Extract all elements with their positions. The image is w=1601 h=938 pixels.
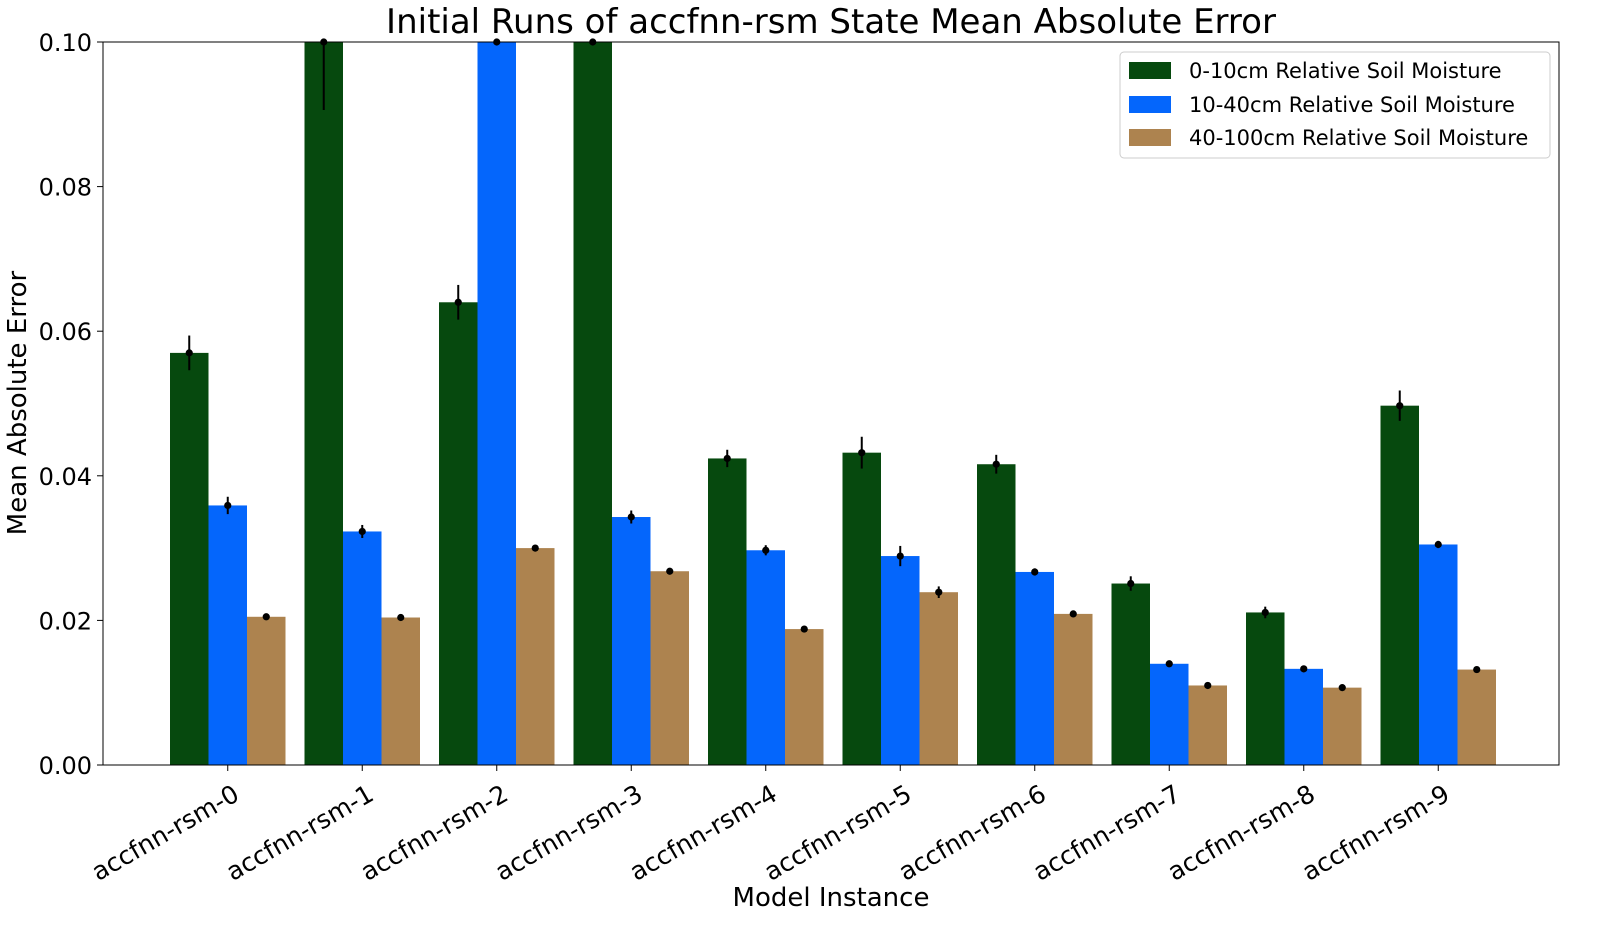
mean-marker-40-100cm-accfnn-rsm-7: [1204, 681, 1212, 690]
bar-40-100cm-accfnn-rsm-1: [381, 617, 420, 765]
legend-label-10-40cm: 10-40cm Relative Soil Moisture: [1189, 93, 1515, 117]
mean-marker-40-100cm-accfnn-rsm-2: [531, 544, 539, 552]
bar-10-40cm-accfnn-rsm-4: [746, 550, 785, 765]
y-axis-label: Mean Absolute Error: [3, 271, 33, 536]
bar-0-10cm-accfnn-rsm-7: [1111, 583, 1150, 765]
mean-marker-0-10cm-accfnn-rsm-2: [454, 298, 462, 306]
mean-marker-10-40cm-accfnn-rsm-4: [762, 546, 770, 554]
mean-marker-10-40cm-accfnn-rsm-0: [224, 501, 232, 510]
bar-0-10cm-accfnn-rsm-9: [1380, 405, 1419, 765]
mean-marker-0-10cm-accfnn-rsm-7: [1127, 579, 1135, 588]
bar-40-100cm-accfnn-rsm-7: [1188, 685, 1227, 765]
y-tick-label: 0.10: [39, 29, 92, 57]
mean-marker-10-40cm-accfnn-rsm-8: [1300, 665, 1308, 673]
bar-0-10cm-accfnn-rsm-2: [439, 302, 478, 765]
mean-marker-0-10cm-accfnn-rsm-9: [1396, 402, 1404, 410]
x-tick-label: accfnn-rsm-8: [1163, 779, 1320, 887]
bar-0-10cm-accfnn-rsm-0: [170, 352, 209, 765]
legend: 0-10cm Relative Soil Moisture 10-40cm Re…: [1119, 51, 1551, 159]
bar-40-100cm-accfnn-rsm-6: [1054, 613, 1093, 765]
x-axis: accfnn-rsm-0accfnn-rsm-1accfnn-rsm-2accf…: [87, 765, 1454, 887]
bar-40-100cm-accfnn-rsm-8: [1323, 687, 1362, 765]
legend-swatch-10-40cm: [1129, 96, 1171, 113]
mean-marker-40-100cm-accfnn-rsm-8: [1338, 684, 1346, 692]
mean-marker-40-100cm-accfnn-rsm-9: [1473, 665, 1481, 674]
bar-10-40cm-accfnn-rsm-5: [881, 556, 920, 765]
bar-0-10cm-accfnn-rsm-6: [977, 464, 1016, 765]
mean-marker-10-40cm-accfnn-rsm-9: [1434, 540, 1442, 549]
x-tick-label: accfnn-rsm-1: [221, 779, 378, 887]
legend-label-40-100cm: 40-100cm Relative Soil Moisture: [1189, 126, 1528, 150]
bar-10-40cm-accfnn-rsm-6: [1015, 571, 1054, 765]
mean-marker-40-100cm-accfnn-rsm-1: [397, 613, 405, 622]
legend-box: [1119, 51, 1551, 159]
bar-40-100cm-accfnn-rsm-3: [650, 571, 689, 765]
plot-frame: [102, 41, 1560, 766]
bar-40-100cm-accfnn-rsm-9: [1457, 669, 1496, 765]
bar-40-100cm-accfnn-rsm-5: [919, 592, 958, 765]
y-tick-label: 0.02: [39, 607, 92, 635]
legend-label-0-10cm: 0-10cm Relative Soil Moisture: [1189, 59, 1502, 83]
bar-10-40cm-accfnn-rsm-1: [343, 531, 382, 765]
bar-40-100cm-accfnn-rsm-4: [785, 629, 824, 765]
mean-marker-40-100cm-accfnn-rsm-5: [935, 588, 943, 596]
legend-swatch-0-10cm: [1129, 62, 1171, 79]
mean-marker-0-10cm-accfnn-rsm-4: [723, 454, 731, 463]
mean-marker-40-100cm-accfnn-rsm-3: [666, 567, 674, 575]
y-axis: 0.00 0.02 0.04 0.06 0.08 0.10: [39, 29, 103, 780]
bar-10-40cm-accfnn-rsm-7: [1150, 663, 1189, 765]
bar-40-100cm-accfnn-rsm-2: [516, 548, 555, 765]
bar-0-10cm-accfnn-rsm-4: [708, 458, 747, 765]
error-bars-layer: [185, 38, 1481, 692]
bar-10-40cm-accfnn-rsm-9: [1419, 544, 1458, 765]
bar-0-10cm-accfnn-rsm-8: [1246, 612, 1285, 765]
mean-marker-10-40cm-accfnn-rsm-3: [627, 513, 635, 521]
bar-0-10cm-accfnn-rsm-3: [573, 42, 612, 765]
x-axis-label: Model Instance: [733, 883, 930, 913]
bar-10-40cm-accfnn-rsm-3: [612, 517, 651, 765]
bar-10-40cm-accfnn-rsm-0: [208, 505, 247, 765]
mean-marker-0-10cm-accfnn-rsm-5: [858, 449, 866, 457]
chart-title: Initial Runs of accfnn-rsm State Mean Ab…: [386, 2, 1276, 42]
x-tick-label: accfnn-rsm-4: [625, 779, 782, 887]
bar-0-10cm-accfnn-rsm-5: [842, 452, 881, 765]
mean-marker-0-10cm-accfnn-rsm-8: [1261, 608, 1269, 617]
x-tick-label: accfnn-rsm-9: [1297, 779, 1454, 887]
x-tick-label: accfnn-rsm-6: [894, 779, 1051, 887]
y-tick-label: 0.04: [39, 463, 92, 491]
mean-marker-40-100cm-accfnn-rsm-0: [262, 613, 270, 621]
mean-marker-10-40cm-accfnn-rsm-1: [358, 527, 366, 536]
mean-marker-0-10cm-accfnn-rsm-6: [992, 460, 1000, 468]
x-tick-label: accfnn-rsm-2: [356, 779, 513, 887]
y-tick-label: 0.06: [39, 318, 92, 346]
bar-0-10cm-accfnn-rsm-1: [304, 42, 343, 765]
bar-10-40cm-accfnn-rsm-2: [477, 42, 516, 765]
y-tick-label: 0.00: [39, 752, 92, 780]
y-tick-label: 0.08: [39, 174, 92, 202]
bar-10-40cm-accfnn-rsm-8: [1284, 668, 1323, 765]
x-tick-label: accfnn-rsm-5: [759, 779, 916, 887]
x-tick-label: accfnn-rsm-0: [87, 779, 244, 887]
mean-marker-0-10cm-accfnn-rsm-0: [185, 349, 193, 357]
mean-marker-10-40cm-accfnn-rsm-6: [1031, 568, 1039, 576]
x-tick-label: accfnn-rsm-7: [1028, 779, 1185, 887]
bars-layer: [170, 42, 1496, 765]
bar-40-100cm-accfnn-rsm-0: [247, 616, 286, 765]
mean-marker-10-40cm-accfnn-rsm-7: [1165, 660, 1173, 668]
x-tick-label: accfnn-rsm-3: [490, 779, 647, 887]
mean-marker-40-100cm-accfnn-rsm-6: [1069, 610, 1077, 618]
legend-swatch-40-100cm: [1129, 129, 1171, 146]
mean-marker-10-40cm-accfnn-rsm-5: [896, 552, 904, 560]
mean-marker-40-100cm-accfnn-rsm-4: [800, 625, 808, 633]
